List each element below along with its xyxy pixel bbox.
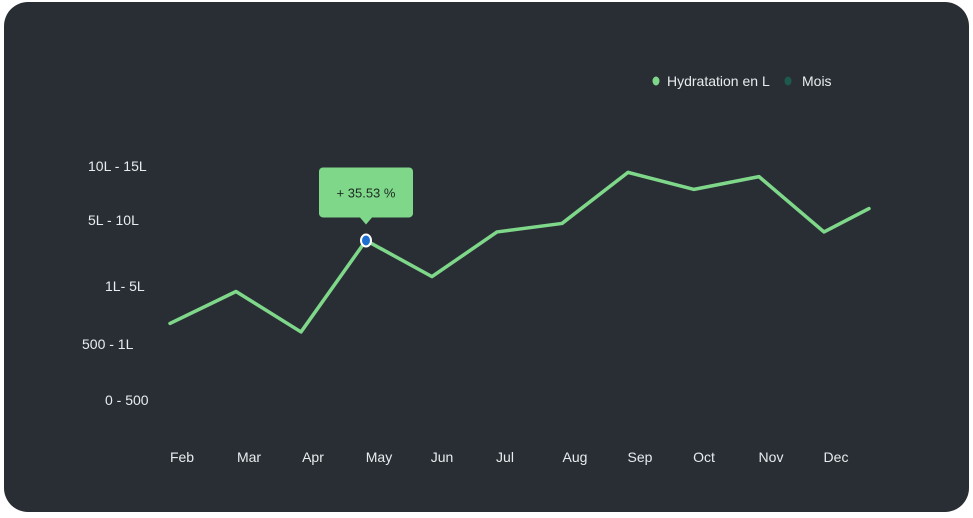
data-point-marker[interactable] xyxy=(360,233,372,248)
tooltip-value: + 35.53 % xyxy=(337,185,396,200)
hydration-line-chart: Hydratation en L Mois 0 - 500 500 - 1L 1L- … xyxy=(82,73,871,465)
x-tick-label: May xyxy=(366,449,392,465)
series-line-hydratation xyxy=(168,170,871,334)
x-tick-label: Sep xyxy=(628,449,653,465)
x-tick-label: Aug xyxy=(563,449,588,465)
chart-card: Hydratation en L Mois 0 - 500 500 - 1L 1L- … xyxy=(4,2,969,512)
chart-tooltip: + 35.53 % xyxy=(319,167,413,248)
y-tick-label: 10L - 15L xyxy=(88,158,147,174)
legend-marker-0 xyxy=(652,76,660,86)
x-tick-label: Jul xyxy=(496,449,514,465)
x-tick-label: Feb xyxy=(170,449,194,465)
legend-label-0: Hydratation en L xyxy=(667,73,770,89)
chart-legend: Hydratation en L Mois xyxy=(652,73,832,89)
y-tick-label: 5L - 10L xyxy=(88,212,139,228)
tooltip-box xyxy=(319,167,413,218)
legend-label-1: Mois xyxy=(802,73,832,89)
legend-marker-1 xyxy=(784,76,792,86)
x-tick-label: Nov xyxy=(759,449,784,465)
x-tick-label: Dec xyxy=(824,449,849,465)
x-tick-label: Jun xyxy=(431,449,454,465)
y-tick-label: 1L- 5L xyxy=(105,278,145,294)
x-tick-label: Oct xyxy=(693,449,715,465)
y-tick-label: 0 - 500 xyxy=(105,392,149,408)
x-tick-label: Apr xyxy=(302,449,324,465)
y-axis: 0 - 500 500 - 1L 1L- 5L 5L - 10L 10L - 15L xyxy=(82,158,149,408)
x-axis: Feb Mar Apr May Jun Jul Aug Sep Oct Nov Dec xyxy=(170,449,849,465)
y-tick-label: 500 - 1L xyxy=(82,336,134,352)
chart-series xyxy=(168,170,871,334)
tooltip-arrow xyxy=(360,217,372,225)
x-tick-label: Mar xyxy=(237,449,261,465)
